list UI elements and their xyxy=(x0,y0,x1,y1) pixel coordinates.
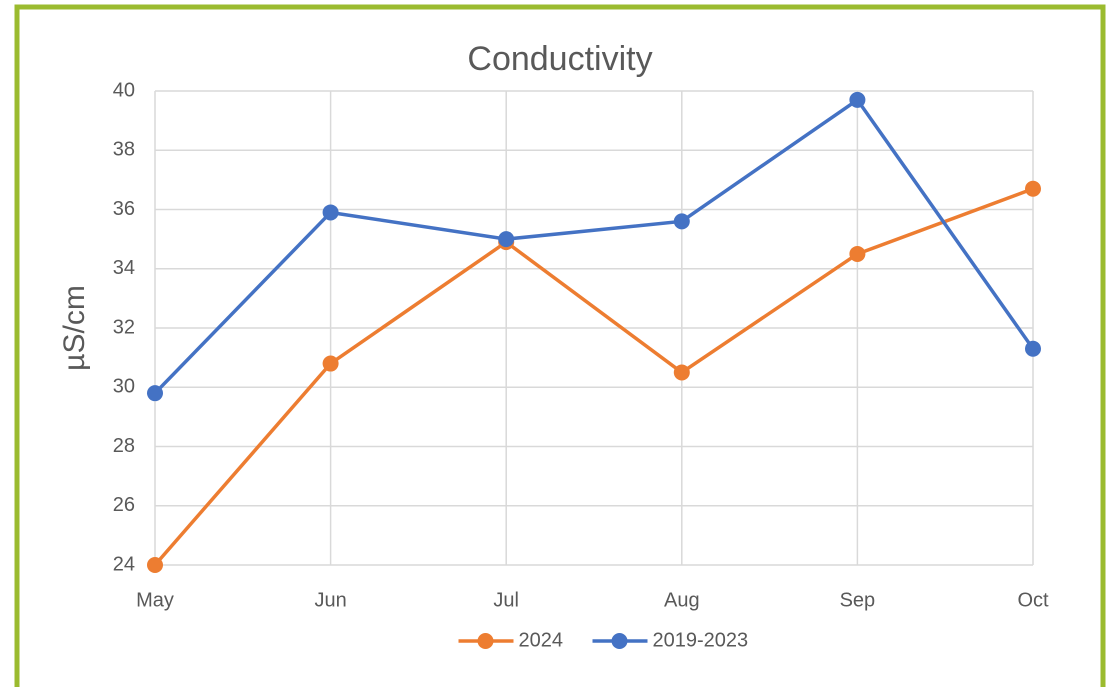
y-tick-label: 30 xyxy=(113,376,135,398)
series-line xyxy=(153,97,1035,395)
legend-label: 2024 xyxy=(519,629,564,651)
x-tick-label: May xyxy=(136,589,174,611)
series-line xyxy=(153,187,1034,567)
chart-title: Conductivity xyxy=(467,40,652,78)
data-point xyxy=(1025,340,1041,357)
legend-marker xyxy=(477,633,494,649)
data-point xyxy=(322,355,339,372)
data-point xyxy=(322,204,339,221)
y-tick-label: 24 xyxy=(113,553,135,575)
y-tick-label: 36 xyxy=(113,198,135,220)
data-point xyxy=(673,364,690,381)
data-point xyxy=(849,245,866,262)
data-point xyxy=(673,213,690,230)
y-tick-label: 26 xyxy=(113,494,135,516)
y-tick-label: 38 xyxy=(113,139,135,161)
data-point xyxy=(147,557,163,573)
x-tick-label: Oct xyxy=(1017,589,1049,611)
data-point xyxy=(498,231,515,248)
y-axis-label: µS/cm xyxy=(58,285,91,371)
y-tick-label: 40 xyxy=(113,79,135,101)
y-tick-label: 32 xyxy=(113,316,135,338)
x-tick-label: Sep xyxy=(840,589,876,611)
data-point xyxy=(147,385,163,402)
data-point xyxy=(1025,180,1041,197)
y-tick-label: 28 xyxy=(113,435,135,457)
y-tick-label: 34 xyxy=(113,257,135,279)
x-tick-label: Jul xyxy=(493,589,519,611)
x-tick-label: Aug xyxy=(664,589,700,611)
data-point xyxy=(849,91,866,108)
legend-label: 2019-2023 xyxy=(653,629,749,651)
chart-frame xyxy=(14,4,1106,687)
x-tick-label: Jun xyxy=(314,589,346,611)
legend-marker xyxy=(611,633,628,649)
